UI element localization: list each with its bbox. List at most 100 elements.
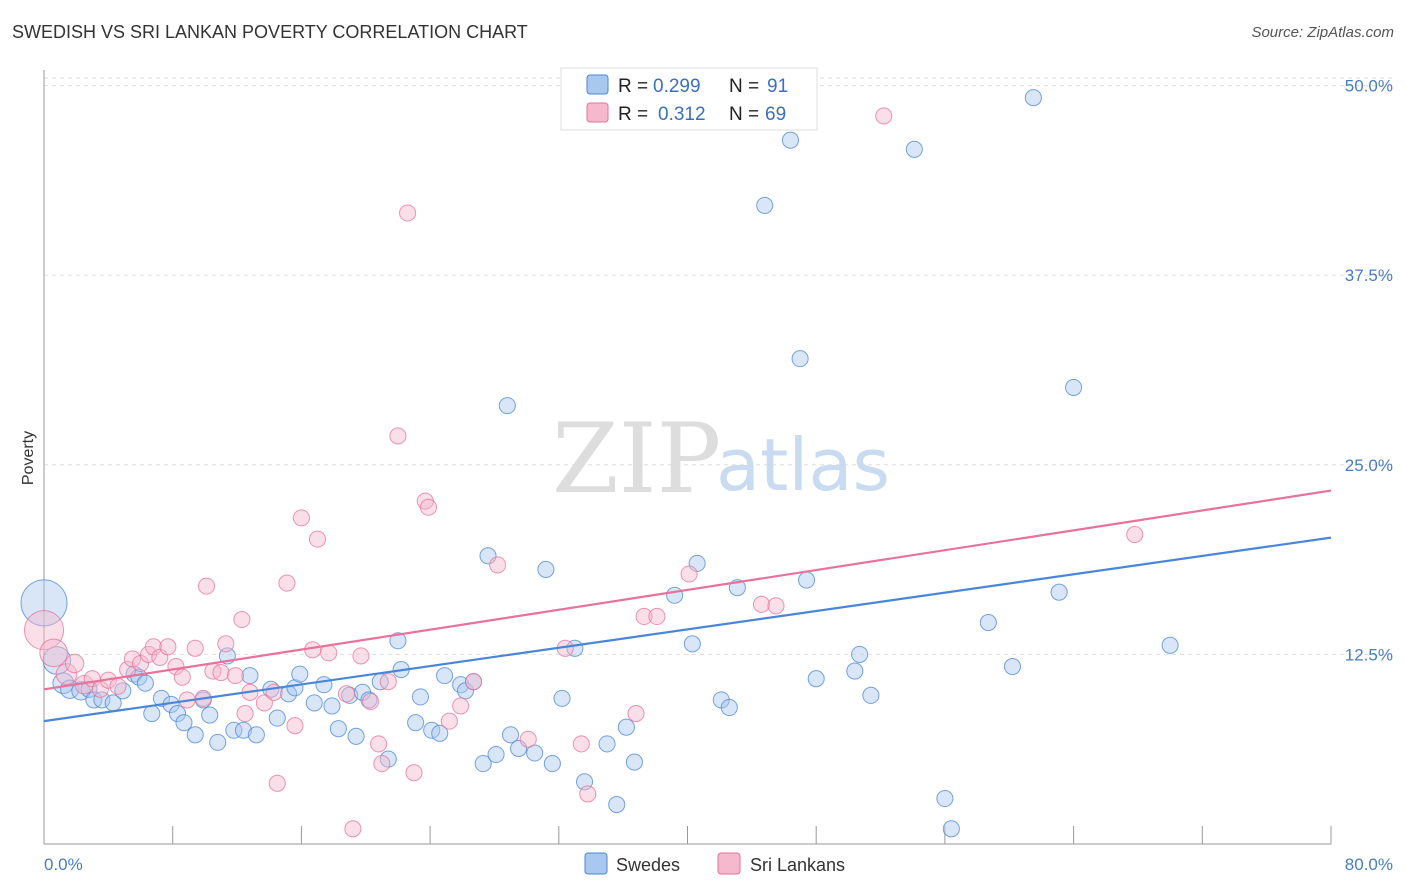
data-point	[399, 204, 417, 222]
data-point	[440, 712, 458, 730]
bottom-legend-label-swedes: Swedes	[616, 855, 680, 875]
data-point	[680, 565, 698, 583]
data-point	[389, 427, 407, 445]
data-point	[292, 509, 310, 527]
data-point	[255, 694, 273, 712]
data-point	[942, 820, 960, 838]
data-point	[543, 755, 561, 773]
y-tick-label: 50.0%	[1345, 77, 1393, 96]
data-point	[212, 664, 230, 682]
data-point	[648, 607, 666, 626]
data-point	[807, 670, 825, 688]
data-point	[186, 726, 204, 744]
data-point	[452, 697, 470, 715]
bottom-legend-swatch-swedes	[584, 852, 608, 875]
data-point	[572, 735, 590, 753]
legend-n-label-sri-lankans: N =	[729, 104, 759, 125]
data-point	[347, 727, 365, 745]
data-point	[617, 718, 635, 736]
data-point	[268, 774, 286, 792]
data-point	[781, 131, 800, 149]
data-point	[152, 689, 170, 707]
data-point	[1050, 583, 1068, 601]
data-point	[159, 638, 177, 656]
data-point	[323, 697, 341, 715]
data-point	[635, 607, 653, 626]
data-point	[407, 714, 425, 732]
data-point	[291, 665, 309, 683]
data-point	[487, 745, 505, 764]
legend-r-label-swedes: R =	[618, 76, 648, 97]
bottom-legend-swatch-sri-lankans	[717, 852, 741, 875]
data-point	[93, 691, 111, 709]
y-tick-label: 37.5%	[1345, 266, 1393, 285]
data-point	[498, 397, 516, 415]
data-point	[168, 705, 187, 723]
data-point	[791, 350, 809, 368]
trend-lines	[43, 489, 1332, 723]
legend-box: R = 0.299 N = 91 R = 0.312 N = 69	[560, 67, 818, 131]
source-label: Source: ZipAtlas.com	[1251, 24, 1394, 41]
data-point	[720, 698, 738, 717]
legend-r-value-sri-lankans: 0.312	[658, 104, 706, 125]
data-point	[537, 560, 555, 579]
data-point	[756, 196, 774, 214]
data-point	[352, 647, 370, 665]
data-point	[379, 673, 397, 691]
data-point	[370, 735, 388, 753]
data-point	[579, 785, 597, 803]
legend-r-value-swedes: 0.299	[653, 76, 701, 97]
data-point	[431, 724, 449, 742]
data-point	[55, 663, 78, 685]
bottom-legend-label-sri-lankans: Sri Lankans	[750, 855, 845, 875]
data-point	[39, 638, 68, 668]
data-point	[666, 586, 684, 604]
watermark-atlas: atlas	[716, 423, 890, 507]
data-point	[501, 726, 520, 744]
data-point	[236, 705, 254, 723]
data-point	[752, 595, 771, 613]
data-point	[143, 705, 161, 723]
data-point	[1126, 526, 1144, 544]
chart-title: SWEDISH VS SRI LANKAN POVERTY CORRELATIO…	[12, 22, 528, 42]
data-point	[862, 686, 880, 704]
watermark: ZIP atlas	[552, 403, 890, 515]
bottom-legend: Swedes Sri Lankans	[584, 852, 845, 875]
x-tick-label-start: 0.0%	[44, 855, 83, 874]
legend-n-value-sri-lankans: 69	[765, 104, 786, 125]
data-point	[1003, 657, 1022, 676]
data-point	[1024, 89, 1042, 107]
grid-lines	[44, 77, 1393, 655]
data-point	[851, 645, 869, 663]
data-point	[173, 668, 191, 686]
series-sri-lankans	[23, 107, 1144, 838]
data-point	[23, 610, 65, 651]
data-point	[315, 676, 333, 694]
data-point	[905, 140, 923, 158]
y-tick-label: 12.5%	[1345, 645, 1393, 664]
data-point	[362, 692, 380, 710]
data-point	[405, 764, 423, 782]
data-point	[64, 653, 85, 674]
data-point	[608, 796, 626, 814]
data-point	[627, 705, 645, 723]
data-point	[683, 635, 701, 653]
trend-line	[43, 489, 1332, 691]
legend-r-label-sri-lankans: R =	[618, 104, 648, 125]
y-tick-label: 25.0%	[1345, 456, 1393, 475]
data-point	[136, 674, 154, 692]
data-point	[625, 753, 643, 771]
data-point	[411, 688, 429, 706]
y-tick-labels: 12.5% 25.0% 37.5% 50.0%	[1345, 77, 1393, 665]
data-point	[278, 574, 296, 592]
legend-n-value-swedes: 91	[767, 76, 788, 97]
legend-swatch-swedes	[586, 74, 609, 95]
data-point	[186, 639, 204, 657]
data-point	[217, 635, 235, 653]
trend-line	[43, 536, 1332, 723]
data-point	[197, 577, 216, 595]
data-point	[247, 726, 265, 744]
data-point	[114, 682, 132, 700]
data-point	[234, 721, 253, 739]
